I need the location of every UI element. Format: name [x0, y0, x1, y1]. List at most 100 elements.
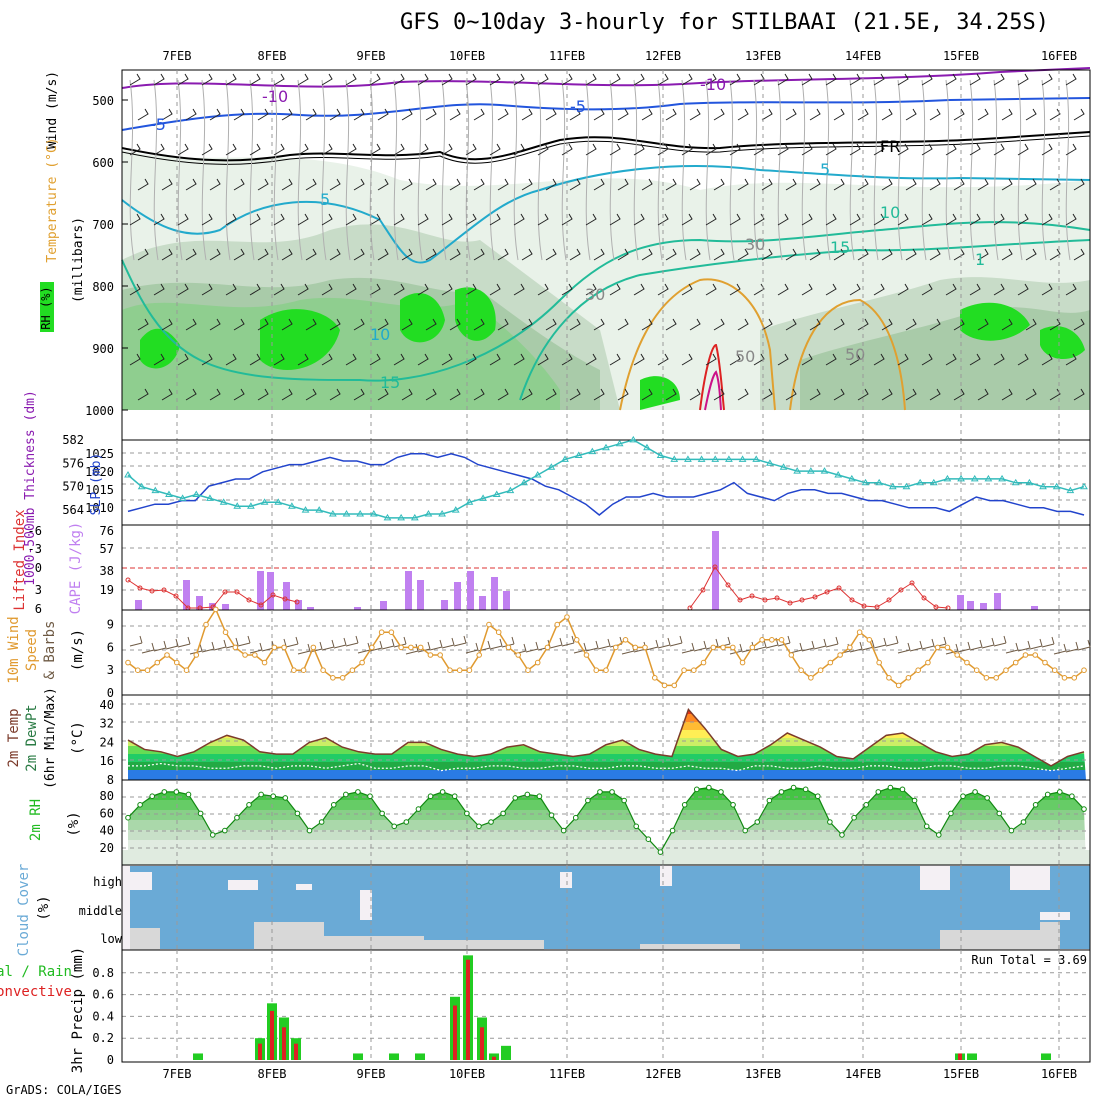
- rh-axis-label: RH (%): [39, 286, 53, 329]
- wind-barb: [561, 353, 573, 366]
- wind-barb: [1053, 643, 1067, 655]
- precip-total-label: Total / Rain: [0, 964, 72, 980]
- wind-barb: [1073, 248, 1085, 261]
- wind-barb: [665, 388, 677, 401]
- wind-barb: [753, 283, 765, 296]
- lifted-axis-label: Lifted Index: [12, 509, 28, 610]
- thickness-line-point: [806, 467, 815, 474]
- wind-barb: [593, 178, 605, 191]
- wind-barb: [465, 642, 479, 654]
- wind-speed-line-point: [583, 652, 590, 658]
- thickness-line-point: [602, 443, 610, 451]
- wind-barb: [545, 248, 557, 261]
- wind-barb: [929, 388, 941, 401]
- wind-barb: [785, 388, 797, 401]
- wind-speed-line-point: [261, 659, 268, 666]
- thickness-line-point: [984, 474, 993, 482]
- wind-barb: [825, 636, 839, 648]
- wind-barb: [993, 635, 1007, 647]
- wind-speed-line-point: [769, 637, 775, 643]
- rh-contour-line: [273, 79, 279, 261]
- wind-barb: [393, 353, 405, 366]
- wind-barb: [401, 318, 413, 331]
- cloud-low-patch: [254, 922, 324, 950]
- wind-barb: [569, 108, 581, 121]
- wind-barb: [393, 143, 405, 156]
- wind-barb: [873, 73, 885, 86]
- temp-contour: [121, 97, 1091, 131]
- wind-barb: [969, 353, 981, 366]
- wind-speed-line-point: [788, 652, 795, 658]
- rh-point: [427, 793, 434, 800]
- wind-speed-line-point: [534, 659, 541, 666]
- wind-speed-line-point: [817, 667, 824, 674]
- wind-speed-line-point: [710, 644, 717, 651]
- wind-barb: [353, 318, 365, 331]
- wind-barb: [321, 143, 333, 156]
- cloud-clear-patch: [1010, 866, 1050, 890]
- wind-barb: [921, 638, 935, 650]
- wind-barb: [233, 388, 245, 401]
- thickness-line-point: [260, 498, 269, 505]
- wind-speed-line-point: [476, 652, 482, 658]
- wind-barb: [873, 637, 887, 649]
- wind-barb: [1073, 388, 1085, 401]
- rh-point: [524, 791, 531, 798]
- rh-point: [1008, 827, 1015, 834]
- wind-barb: [425, 318, 437, 331]
- wind-barb: [561, 283, 573, 296]
- wind-barb: [249, 143, 261, 156]
- wind-barb: [377, 318, 389, 331]
- wind-barb: [857, 388, 869, 401]
- rh-band: [128, 830, 1086, 840]
- wind-barb: [257, 318, 269, 331]
- wind-barb: [345, 635, 359, 647]
- temp-contour: [121, 67, 1091, 89]
- top-date-label: 16FEB: [1041, 49, 1077, 63]
- wind-speed-line-point: [212, 606, 219, 613]
- wind-barb: [969, 639, 983, 651]
- rh-point: [827, 819, 833, 825]
- wind-barb: [393, 73, 405, 86]
- wind-barb: [521, 248, 533, 261]
- pressure-axis-label: (millibars): [71, 217, 86, 303]
- wind-barb: [953, 178, 965, 191]
- contour-label: FR: [880, 137, 900, 156]
- run-total-label: Run Total = 3.69: [971, 953, 1087, 967]
- rh-point: [839, 832, 845, 838]
- wind-barb: [609, 353, 621, 366]
- wind-barb: [569, 178, 581, 191]
- rh-point: [464, 810, 470, 817]
- wind-barb: [473, 108, 485, 121]
- wind-barb: [281, 248, 293, 261]
- rh-contour-line: [129, 79, 135, 261]
- wind-barb: [609, 143, 621, 156]
- wind-speed-line-point: [242, 652, 248, 658]
- wind-barb: [513, 283, 525, 296]
- wind-speed-line-point: [359, 659, 365, 666]
- rh-contour-line: [537, 79, 543, 261]
- rh-point: [863, 802, 869, 808]
- wind-barb: [945, 283, 957, 296]
- wind-barb: [1041, 143, 1053, 156]
- thickness-line-point: [561, 455, 569, 462]
- wind-barb: [945, 143, 957, 156]
- lifted-point: [737, 597, 743, 603]
- dewpoint-line: [128, 762, 1085, 772]
- wind-barb: [617, 388, 629, 401]
- cloud-high-label: high: [93, 875, 122, 889]
- lifted-point: [712, 564, 718, 570]
- wind-speed-line-point: [847, 644, 853, 651]
- temp-tick: 8: [107, 773, 114, 787]
- wind-speed-line-point: [291, 667, 297, 674]
- wind-barb: [417, 73, 429, 86]
- wind-barb: [249, 213, 261, 226]
- cape-bar: [417, 580, 424, 610]
- wind-barb: [681, 73, 693, 86]
- wind-barb: [585, 143, 597, 156]
- wind-barb: [209, 178, 221, 191]
- wind-barb: [809, 248, 821, 261]
- rh-contour-line: [297, 79, 303, 261]
- wind-speed-line-point: [690, 667, 697, 674]
- thickness-line-point: [888, 482, 897, 490]
